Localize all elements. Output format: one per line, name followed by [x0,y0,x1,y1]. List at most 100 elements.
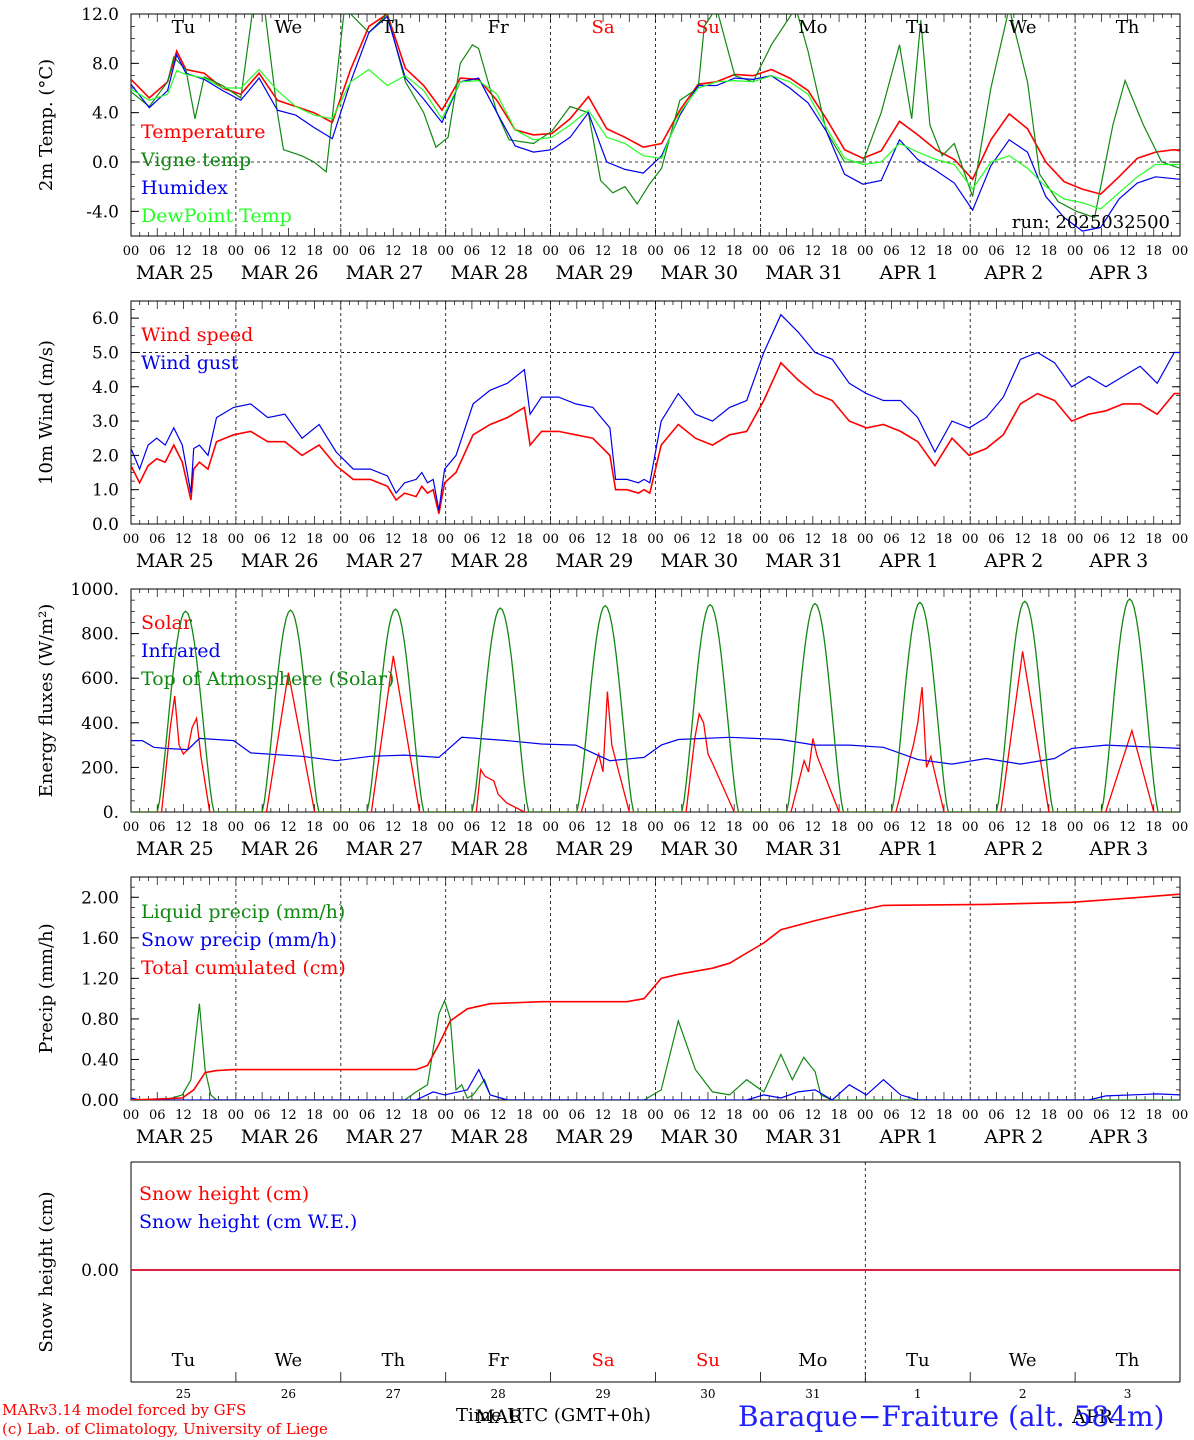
precip-hour-label: 18 [306,1108,323,1123]
energy-hour-label: 06 [988,820,1005,835]
energy-series-solar-day-curve [1075,728,1180,812]
precip-hour-label: 18 [201,1108,218,1123]
energy-hour-label: 00 [542,820,559,835]
wind-hour-label: 18 [306,532,323,547]
temperature-hour-label: 06 [254,244,271,259]
precip-hour-label: 12 [595,1108,612,1123]
precip-hour-label: 06 [1093,1108,1110,1123]
precip-ytick-label: 0.80 [81,1010,119,1030]
energy-ytick-label: 600. [81,669,119,689]
temperature-hour-label: 00 [542,244,559,259]
energy-ytick-label: 200. [81,758,119,778]
temperature-series-dewpoint-temp-line [131,68,1180,210]
energy-hour-label: 12 [595,820,612,835]
wind-date-label: APR 3 [1088,550,1148,572]
energy-series-solar [131,651,1180,812]
energy-series-solar-day-curve [760,738,866,812]
energy-series-top-of-atmosphere-solar-day-curve [760,602,866,812]
precip-date-label: MAR 31 [765,1126,843,1148]
precip-ytick-label: 1.20 [81,969,119,989]
energy-series-solar-day-curve [550,691,656,812]
wind-ytick-label: 0.0 [92,515,119,535]
energy-hour-label: 00 [647,820,664,835]
temperature-hour-label: 00 [1067,244,1084,259]
snow-day-number: 28 [491,1387,506,1401]
temperature-date-label: APR 2 [983,262,1043,284]
energy-hour-label: 06 [464,820,481,835]
wind-hour-label: 12 [909,532,926,547]
energy-hour-label: 06 [569,820,586,835]
wind-hour-label: 00 [542,532,559,547]
temperature-ytick-label: 0.0 [92,153,119,173]
temperature-series-dewpoint-temp-legend: DewPoint Temp [141,205,292,227]
precip-hour-label: 06 [569,1108,586,1123]
energy-series-top-of-atmosphere-solar-day-curve [340,608,446,812]
energy-date-label: MAR 30 [660,838,738,860]
energy-hour-label: 12 [490,820,507,835]
energy-date-label: APR 1 [879,838,939,860]
precip-hour-label: 06 [254,1108,271,1123]
snow-weekday-label: Sa [592,1350,615,1371]
precip-hour-label: 06 [673,1108,690,1123]
snow-day-number: 1 [914,1387,922,1401]
wind-series-wind-speed-line [131,361,1180,514]
temperature-hour-label: 12 [490,244,507,259]
precip-hour-label: 18 [831,1108,848,1123]
temperature-hour-label: 18 [621,244,638,259]
energy-series-top-of-atmosphere-solar-day-curve [1075,598,1180,812]
wind-hour-label: 18 [831,532,848,547]
temperature-series-temperature-legend: Temperature [141,121,265,143]
wind-hour-label: 06 [778,532,795,547]
precip-hour-label: 00 [962,1108,979,1123]
energy-hour-label: 18 [1041,820,1058,835]
energy-hour-label: 18 [831,820,848,835]
wind-hour-label: 18 [1146,532,1163,547]
wind-hour-label: 12 [595,532,612,547]
temperature-ytick-label: -4.0 [86,202,119,222]
precip-hour-label: 00 [123,1108,140,1123]
energy-hour-label: 06 [149,820,166,835]
temperature-hour-label: 00 [1172,244,1189,259]
precip-hour-label: 12 [1119,1108,1136,1123]
precip-date-label: APR 2 [983,1126,1043,1148]
precip-hour-label: 18 [621,1108,638,1123]
precip-hour-label: 12 [490,1108,507,1123]
energy-series-solar-legend: Solar [141,612,193,634]
energy-series-solar-day-curve [865,687,971,812]
run-annotation: run: 2025032500 [1012,212,1170,233]
precip-y-axis-label: Precip (mm/h) [36,923,57,1053]
energy-series-infrared [131,736,1180,765]
energy-hour-label: 00 [228,820,245,835]
temperature-hour-label: 00 [752,244,769,259]
energy-series-solar-day-curve [655,711,761,812]
weekday-label-top: Fr [488,17,509,38]
energy-hour-label: 18 [201,820,218,835]
precip-hour-label: 00 [1172,1108,1189,1123]
temperature-date-label: MAR 30 [660,262,738,284]
energy-date-label: MAR 25 [136,838,214,860]
temperature-hour-label: 18 [306,244,323,259]
wind-ytick-label: 6.0 [92,309,119,329]
temperature-hour-label: 00 [123,244,140,259]
energy-ytick-label: 400. [81,714,119,734]
precip-hour-label: 12 [175,1108,192,1123]
energy-hour-label: 06 [254,820,271,835]
temperature-series-vigne-temp-legend: Vigne temp [140,149,251,171]
precip-series-liquid-precip-mm-h [131,998,1180,1100]
snow-day-number: 27 [386,1387,401,1401]
precip-hour-label: 06 [988,1108,1005,1123]
energy-series-solar-day-curve [131,695,236,812]
energy-hour-label: 00 [752,820,769,835]
energy-hour-label: 00 [1067,820,1084,835]
wind-hour-label: 06 [569,532,586,547]
wind-series-wind-speed [131,361,1180,514]
temperature-date-label: MAR 28 [451,262,529,284]
energy-hour-label: 12 [175,820,192,835]
wind-hour-label: 12 [805,532,822,547]
energy-series-top-of-atmosphere-solar [131,598,1180,812]
wind-date-label: MAR 31 [765,550,843,572]
wind-hour-label: 06 [673,532,690,547]
wind-series-wind-gust-line [131,313,1180,511]
wind-ytick-label: 5.0 [92,343,119,363]
